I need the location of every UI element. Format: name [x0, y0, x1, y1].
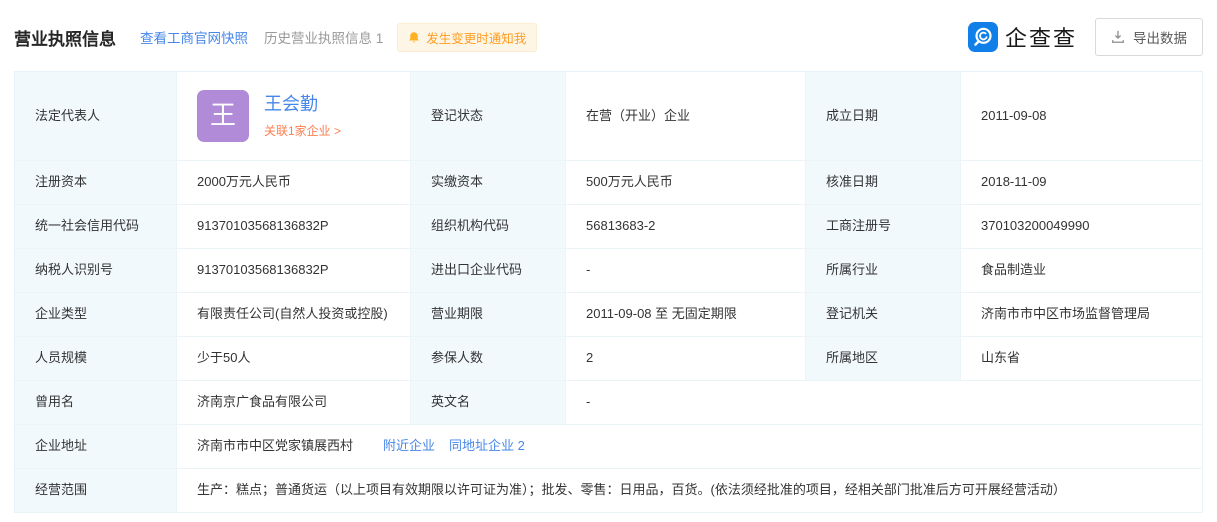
history-license-link[interactable]: 历史营业执照信息 1 [264, 31, 384, 46]
download-icon [1111, 30, 1125, 44]
section-header: 营业执照信息 查看工商官网快照 历史营业执照信息 1 发生变更时通知我 企查查 [14, 18, 1203, 56]
company-address-text: 济南市市中区党家镇展西村 [197, 438, 354, 454]
license-table: 法定代表人王王会勤 关联1家企业 > 登记状态 在营（开业）企业 成立日期 2011-09… [14, 71, 1203, 513]
field-value: 食品制造业 [961, 249, 1203, 293]
field-label: 成立日期 [806, 72, 961, 161]
field-value: 有限责任公司(自然人投资或控股) [177, 293, 411, 337]
notify-badge-label: 发生变更时通知我 [426, 31, 527, 46]
field-value: 在营（开业）企业 [566, 72, 806, 161]
qichacha-logo-icon [967, 22, 998, 52]
header-right: 企查查 导出数据 [967, 18, 1203, 56]
related-companies-link[interactable]: 关联1家企业 > [264, 124, 342, 139]
field-label: 进出口企业代码 [411, 249, 566, 293]
same-address-companies-link[interactable]: 同地址企业 2 [449, 438, 525, 454]
export-button-label: 导出数据 [1133, 31, 1187, 46]
page-title: 营业执照信息 [14, 29, 116, 49]
field-value: 2000万元人民币 [177, 161, 411, 205]
notify-on-change-badge[interactable]: 发生变更时通知我 [397, 22, 538, 52]
field-label: 组织机构代码 [411, 205, 566, 249]
bell-icon [408, 31, 420, 44]
field-value: 370103200049990 [961, 205, 1203, 249]
field-value: 济南市市中区市场监督管理局 [961, 293, 1203, 337]
legal-rep-info: 王会勤关联1家企业 > [264, 91, 341, 140]
field-label: 参保人数 [411, 337, 566, 381]
official-snapshot-link[interactable]: 查看工商官网快照 [140, 31, 248, 46]
legal-rep-avatar[interactable]: 王 [197, 90, 249, 142]
field-label: 工商注册号 [806, 205, 961, 249]
field-value: 500万元人民币 [566, 161, 806, 205]
field-value: 2011-09-08 至 无固定期限 [566, 293, 806, 337]
field-label: 所属地区 [806, 337, 961, 381]
legal-rep-cell: 王王会勤关联1家企业 > [177, 72, 411, 161]
field-value: - [566, 381, 1203, 425]
field-label: 登记机关 [806, 293, 961, 337]
field-label: 经营范围 [15, 469, 177, 513]
field-label: 核准日期 [806, 161, 961, 205]
field-label: 法定代表人 [15, 72, 177, 161]
field-value: 2011-09-08 [961, 72, 1203, 161]
field-label: 注册资本 [15, 161, 177, 205]
nearby-companies-link[interactable]: 附近企业 [383, 438, 436, 454]
field-value: - [566, 249, 806, 293]
field-label: 企业类型 [15, 293, 177, 337]
field-value: 济南京广食品有限公司 [177, 381, 411, 425]
field-label: 登记状态 [411, 72, 566, 161]
field-value: 2018-11-09 [961, 161, 1203, 205]
field-label: 英文名 [411, 381, 566, 425]
field-value: 56813683-2 [566, 205, 806, 249]
field-value: 91370103568136832P [177, 249, 411, 293]
export-data-button[interactable]: 导出数据 [1095, 18, 1203, 56]
field-label: 实缴资本 [411, 161, 566, 205]
legal-rep: 王王会勤关联1家企业 > [197, 90, 341, 142]
legal-rep-name-link[interactable]: 王会勤 [264, 94, 318, 115]
field-value: 91370103568136832P [177, 205, 411, 249]
field-label: 曾用名 [15, 381, 177, 425]
field-value: 山东省 [961, 337, 1203, 381]
field-value: 生产：糕点；普通货运（以上项目有效期限以许可证为准）；批发、零售：日用品，百货。… [177, 469, 1203, 513]
address-links: 附近企业 同地址企业 2 [383, 437, 525, 456]
field-label: 人员规模 [15, 337, 177, 381]
field-value: 少于50人 [177, 337, 411, 381]
field-value: 2 [566, 337, 806, 381]
field-label: 统一社会信用代码 [15, 205, 177, 249]
field-label: 纳税人识别号 [15, 249, 177, 293]
field-label: 所属行业 [806, 249, 961, 293]
field-label: 企业地址 [15, 425, 177, 469]
qichacha-brand[interactable]: 企查查 [967, 21, 1077, 53]
company-address-cell: 济南市市中区党家镇展西村 附近企业 同地址企业 2 [177, 425, 1203, 469]
field-label: 营业期限 [411, 293, 566, 337]
brand-name: 企查查 [1004, 26, 1077, 51]
